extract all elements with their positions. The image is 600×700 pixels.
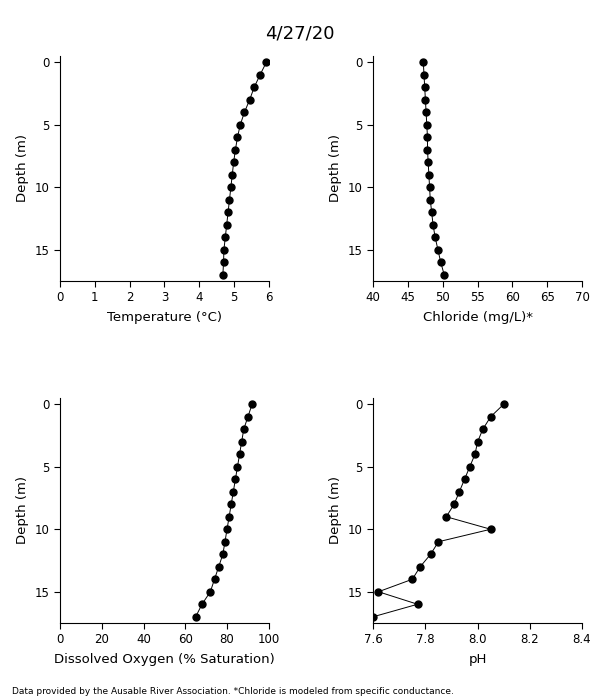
Y-axis label: Depth (m): Depth (m) <box>16 477 29 545</box>
X-axis label: Chloride (mg/L)*: Chloride (mg/L)* <box>422 312 533 324</box>
Y-axis label: Depth (m): Depth (m) <box>329 477 343 545</box>
X-axis label: Dissolved Oxygen (% Saturation): Dissolved Oxygen (% Saturation) <box>54 653 275 666</box>
Text: Data provided by the Ausable River Association. *Chloride is modeled from specif: Data provided by the Ausable River Assoc… <box>12 687 454 696</box>
X-axis label: Temperature (°C): Temperature (°C) <box>107 312 222 324</box>
Y-axis label: Depth (m): Depth (m) <box>329 134 343 202</box>
X-axis label: pH: pH <box>469 653 487 666</box>
Y-axis label: Depth (m): Depth (m) <box>16 134 29 202</box>
Text: 4/27/20: 4/27/20 <box>265 25 335 43</box>
